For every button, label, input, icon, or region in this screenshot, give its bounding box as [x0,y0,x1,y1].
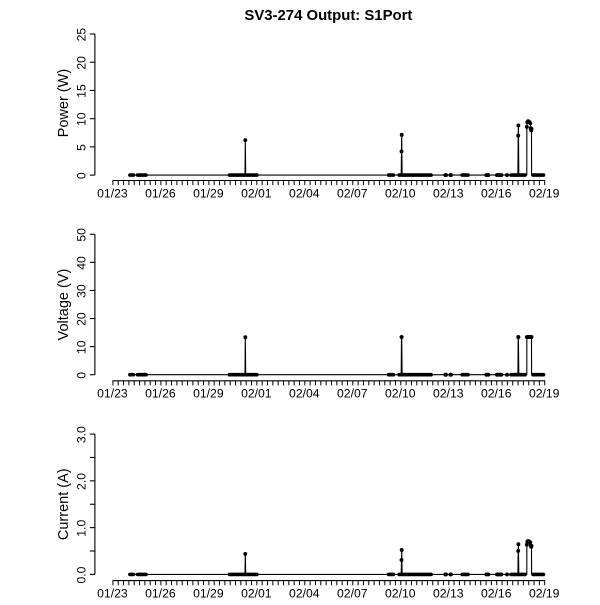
svg-text:40: 40 [74,256,88,270]
svg-text:01/26: 01/26 [145,586,176,600]
svg-text:02/04: 02/04 [289,186,320,200]
svg-text:2.0: 2.0 [74,473,88,490]
svg-text:SV3-274 Output: S1Port: SV3-274 Output: S1Port [244,8,412,24]
svg-text:02/16: 02/16 [481,186,512,200]
svg-text:02/07: 02/07 [337,387,368,401]
svg-text:02/10: 02/10 [385,186,416,200]
svg-text:02/07: 02/07 [337,586,368,600]
svg-text:02/01: 02/01 [241,387,272,401]
svg-text:02/04: 02/04 [289,387,320,401]
svg-text:Power (W): Power (W) [56,69,72,137]
svg-text:02/01: 02/01 [241,186,272,200]
svg-text:02/16: 02/16 [481,387,512,401]
svg-text:02/04: 02/04 [289,586,320,600]
svg-text:02/19: 02/19 [529,586,560,600]
svg-text:01/23: 01/23 [97,586,128,600]
svg-text:20: 20 [74,312,88,326]
svg-text:10: 10 [74,340,88,354]
svg-text:0: 0 [74,172,88,179]
svg-text:3.0: 3.0 [74,426,88,443]
svg-text:02/10: 02/10 [385,387,416,401]
svg-text:01/29: 01/29 [193,586,224,600]
svg-text:02/13: 02/13 [433,387,464,401]
svg-text:5: 5 [74,144,88,151]
svg-text:02/13: 02/13 [433,586,464,600]
svg-text:01/29: 01/29 [193,387,224,401]
svg-text:01/29: 01/29 [193,186,224,200]
svg-text:02/16: 02/16 [481,586,512,600]
svg-text:01/26: 01/26 [145,186,176,200]
svg-text:01/23: 01/23 [97,186,128,200]
svg-text:0.0: 0.0 [74,566,88,583]
svg-text:01/23: 01/23 [97,387,128,401]
svg-text:Voltage (V): Voltage (V) [56,269,72,341]
svg-text:20: 20 [74,56,88,70]
svg-text:15: 15 [74,84,88,98]
svg-text:02/07: 02/07 [337,186,368,200]
svg-text:02/10: 02/10 [385,586,416,600]
svg-text:01/26: 01/26 [145,387,176,401]
svg-text:25: 25 [74,28,88,42]
svg-text:30: 30 [74,284,88,298]
svg-text:10: 10 [74,112,88,126]
svg-text:02/19: 02/19 [529,387,560,401]
svg-text:0: 0 [74,372,88,379]
svg-text:02/19: 02/19 [529,186,560,200]
svg-text:50: 50 [74,228,88,242]
svg-text:1.0: 1.0 [74,520,88,537]
svg-text:02/01: 02/01 [241,586,272,600]
svg-text:02/13: 02/13 [433,186,464,200]
svg-text:Current (A): Current (A) [56,468,72,540]
